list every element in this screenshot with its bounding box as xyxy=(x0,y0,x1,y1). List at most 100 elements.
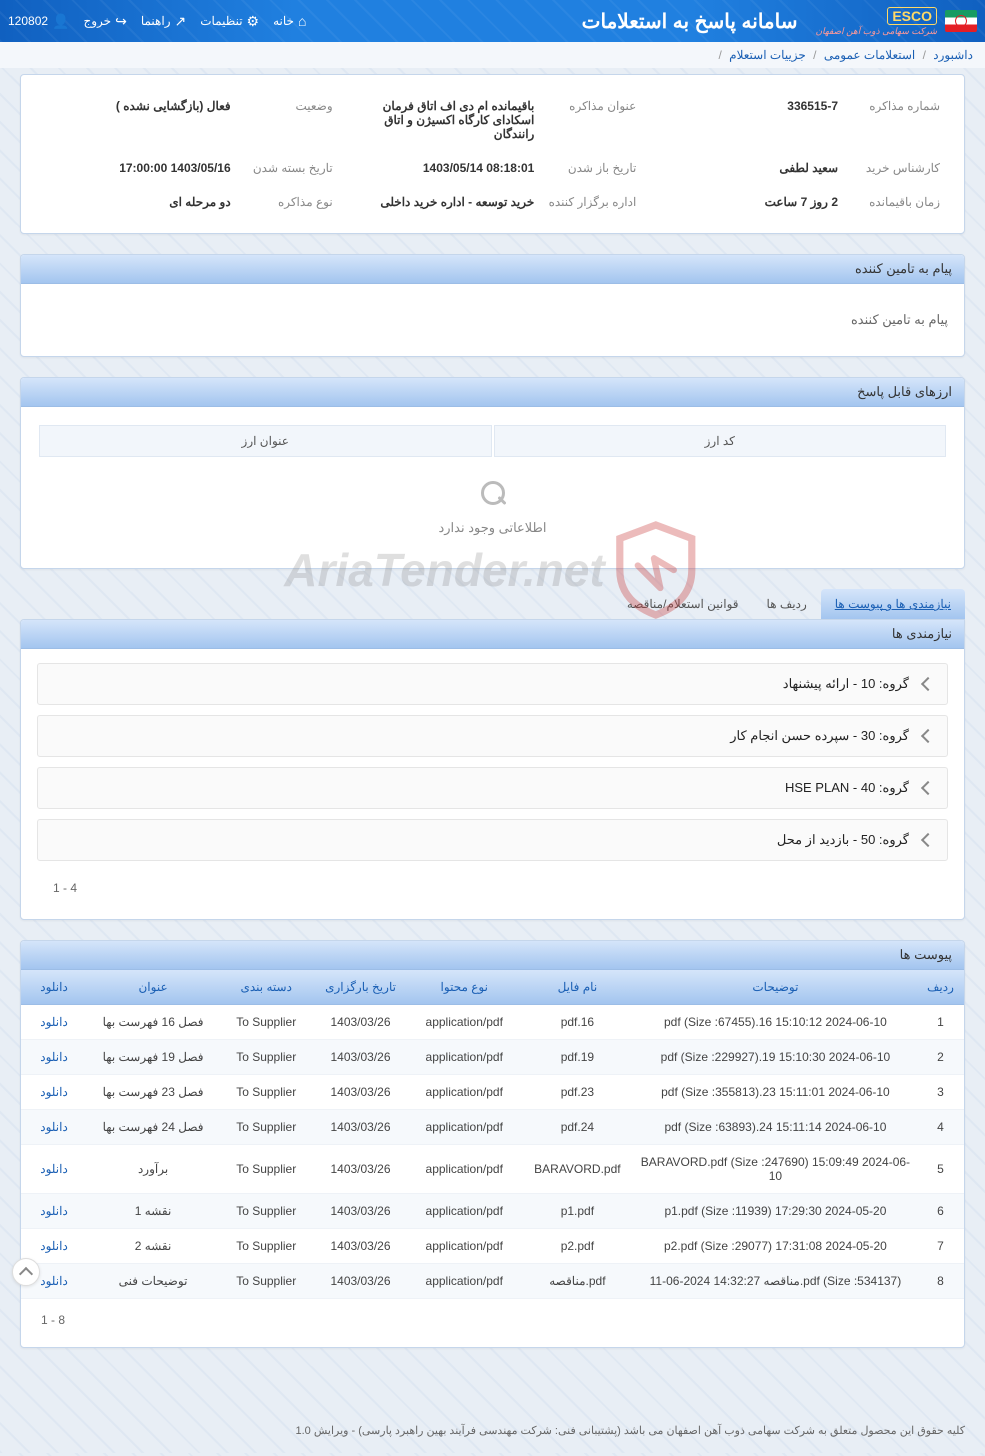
cell-upload-date: 1403/03/26 xyxy=(313,1110,407,1145)
download-link[interactable]: دانلود xyxy=(40,1050,68,1064)
col-upload-date[interactable]: تاریخ بارگزاری xyxy=(313,970,407,1005)
cell-content-type: application/pdf xyxy=(408,1264,521,1299)
col-title[interactable]: عنوان xyxy=(87,970,219,1005)
cell-content-type: application/pdf xyxy=(408,1110,521,1145)
cell-row: 6 xyxy=(917,1194,964,1229)
download-link[interactable]: دانلود xyxy=(40,1239,68,1253)
cell-category: To Supplier xyxy=(219,1264,313,1299)
tab-rows[interactable]: ردیف ها xyxy=(753,589,821,619)
currencies-empty: اطلاعاتی وجود ندارد xyxy=(37,459,948,562)
cell-desc: pdf (Size :534137).مناقصه 14:32:27 2024-… xyxy=(634,1264,917,1299)
download-link[interactable]: دانلود xyxy=(40,1274,68,1288)
nav-settings[interactable]: ⚙ تنظیمات xyxy=(200,13,259,30)
chevron-left-icon xyxy=(921,677,935,691)
col-category[interactable]: دسته بندی xyxy=(219,970,313,1005)
label-neg-number: شماره مذاکره xyxy=(850,99,940,141)
cell-desc: pdf (Size :63893).24 15:11:14 2024-06-10 xyxy=(634,1110,917,1145)
download-link[interactable]: دانلود xyxy=(40,1162,68,1176)
cell-category: To Supplier xyxy=(219,1075,313,1110)
supplier-message-header: پیام به تامین کننده xyxy=(21,255,964,284)
table-row: 7p2.pdf (Size :29077) 17:31:08 2024-05-2… xyxy=(21,1229,964,1264)
needs-group[interactable]: گروه: 30 - سپرده حسن انجام کار xyxy=(37,715,948,757)
table-row: 4pdf (Size :63893).24 15:11:14 2024-06-1… xyxy=(21,1110,964,1145)
col-row[interactable]: ردیف xyxy=(917,970,964,1005)
download-link[interactable]: دانلود xyxy=(40,1015,68,1029)
download-link[interactable]: دانلود xyxy=(40,1120,68,1134)
download-link[interactable]: دانلود xyxy=(40,1204,68,1218)
esco-logo: ESCO شرکت سهامی ذوب آهن اصفهان xyxy=(815,7,937,36)
help-icon: ↗ xyxy=(174,13,186,30)
chevron-left-icon xyxy=(921,781,935,795)
cell-desc: BARAVORD.pdf (Size :247690) 15:09:49 202… xyxy=(634,1145,917,1194)
tab-needs-attachments[interactable]: نیازمندی ها و پیوست ها xyxy=(821,589,965,619)
cell-content-type: application/pdf xyxy=(408,1145,521,1194)
currencies-panel: ارزهای قابل پاسخ کد ارز عنوان ارز اطلاعا… xyxy=(20,377,965,569)
search-icon xyxy=(479,479,507,507)
cell-desc: pdf (Size :229927).19 15:10:30 2024-06-1… xyxy=(634,1040,917,1075)
cell-content-type: application/pdf xyxy=(408,1040,521,1075)
value-neg-type: دو مرحله ای xyxy=(45,195,231,209)
cell-title: نقشه 2 xyxy=(87,1229,219,1264)
cell-desc: pdf (Size :67455).16 15:10:12 2024-06-10 xyxy=(634,1005,917,1040)
needs-header: نیازمندی ها xyxy=(21,620,964,649)
col-content-type[interactable]: نوع محتوا xyxy=(408,970,521,1005)
nav-help-label: راهنما xyxy=(141,14,171,28)
attachments-header: پیوست ها xyxy=(21,941,964,970)
cell-filename: p2.pdf xyxy=(521,1229,634,1264)
value-buyer: سعید لطفی xyxy=(652,161,838,175)
breadcrumb-dashboard[interactable]: داشبورد xyxy=(933,48,973,62)
col-currency-title[interactable]: عنوان ارز xyxy=(39,425,492,457)
cell-row: 7 xyxy=(917,1229,964,1264)
value-close-date: 1403/05/16 17:00:00 xyxy=(45,161,231,175)
app-title: سامانه پاسخ به استعلامات xyxy=(582,9,798,34)
cell-title: فصل 24 فهرست بها xyxy=(87,1110,219,1145)
attachments-pager: 1 - 8 xyxy=(21,1299,964,1341)
cell-title: فصل 23 فهرست بها xyxy=(87,1075,219,1110)
table-row: 2pdf (Size :229927).19 15:10:30 2024-06-… xyxy=(21,1040,964,1075)
cell-upload-date: 1403/03/26 xyxy=(313,1075,407,1110)
cell-title: برآورد xyxy=(87,1145,219,1194)
cell-filename: pdf.مناقصه xyxy=(521,1264,634,1299)
table-row: 5BARAVORD.pdf (Size :247690) 15:09:49 20… xyxy=(21,1145,964,1194)
supplier-message-body: پیام به تامین کننده xyxy=(37,298,948,342)
logout-icon: ↪ xyxy=(115,13,127,30)
label-status: وضعیت xyxy=(243,99,333,141)
label-neg-title: عنوان مذاکره xyxy=(546,99,636,141)
cell-filename: p1.pdf xyxy=(521,1194,634,1229)
col-filename[interactable]: نام فایل xyxy=(521,970,634,1005)
nav-logout-label: خروج xyxy=(83,14,111,28)
cell-upload-date: 1403/03/26 xyxy=(313,1040,407,1075)
nav-user[interactable]: 👤 120802 xyxy=(8,13,69,30)
cell-row: 5 xyxy=(917,1145,964,1194)
cell-content-type: application/pdf xyxy=(408,1005,521,1040)
supplier-message-panel: پیام به تامین کننده پیام به تامین کننده xyxy=(20,254,965,357)
needs-group[interactable]: گروه: 40 - HSE PLAN xyxy=(37,767,948,809)
tab-rules[interactable]: قوانین استعلام/مناقصه xyxy=(613,589,753,619)
col-download[interactable]: دانلود xyxy=(21,970,87,1005)
breadcrumb-inquiry-details[interactable]: جزییات استعلام xyxy=(729,48,806,62)
table-row: 3pdf (Size :355813).23 15:11:01 2024-06-… xyxy=(21,1075,964,1110)
download-link[interactable]: دانلود xyxy=(40,1085,68,1099)
nav-home[interactable]: ⌂ خانه xyxy=(273,13,306,29)
col-desc[interactable]: توضیحات xyxy=(634,970,917,1005)
nav-logout[interactable]: ↪ خروج xyxy=(83,13,126,30)
cell-title: فصل 19 فهرست بها xyxy=(87,1040,219,1075)
label-neg-type: نوع مذاکره xyxy=(243,195,333,209)
breadcrumb-public-inquiries[interactable]: استعلامات عمومی xyxy=(824,48,915,62)
needs-group[interactable]: گروه: 10 - ارائه پیشنهاد xyxy=(37,663,948,705)
cell-upload-date: 1403/03/26 xyxy=(313,1229,407,1264)
scroll-to-top-button[interactable] xyxy=(12,1258,40,1286)
nav-help[interactable]: ↗ راهنما xyxy=(141,13,186,30)
value-open-date: 08:18:01 1403/05/14 xyxy=(349,161,535,175)
needs-panel: نیازمندی ها گروه: 10 - ارائه پیشنهاد گروه… xyxy=(20,619,965,920)
cell-row: 8 xyxy=(917,1264,964,1299)
cell-content-type: application/pdf xyxy=(408,1229,521,1264)
cell-filename: pdf.19 xyxy=(521,1040,634,1075)
col-currency-code[interactable]: کد ارز xyxy=(494,425,947,457)
needs-group[interactable]: گروه: 50 - بازدید از محل xyxy=(37,819,948,861)
topbar: ESCO شرکت سهامی ذوب آهن اصفهان سامانه پا… xyxy=(0,0,985,42)
value-neg-title: باقیمانده ام دی اف اتاق فرمان اسکادای کا… xyxy=(349,99,535,141)
needs-group-label: گروه: 10 - ارائه پیشنهاد xyxy=(783,676,909,692)
value-neg-number: 336515-7 xyxy=(652,99,838,141)
label-close-date: تاریخ بسته شدن xyxy=(243,161,333,175)
